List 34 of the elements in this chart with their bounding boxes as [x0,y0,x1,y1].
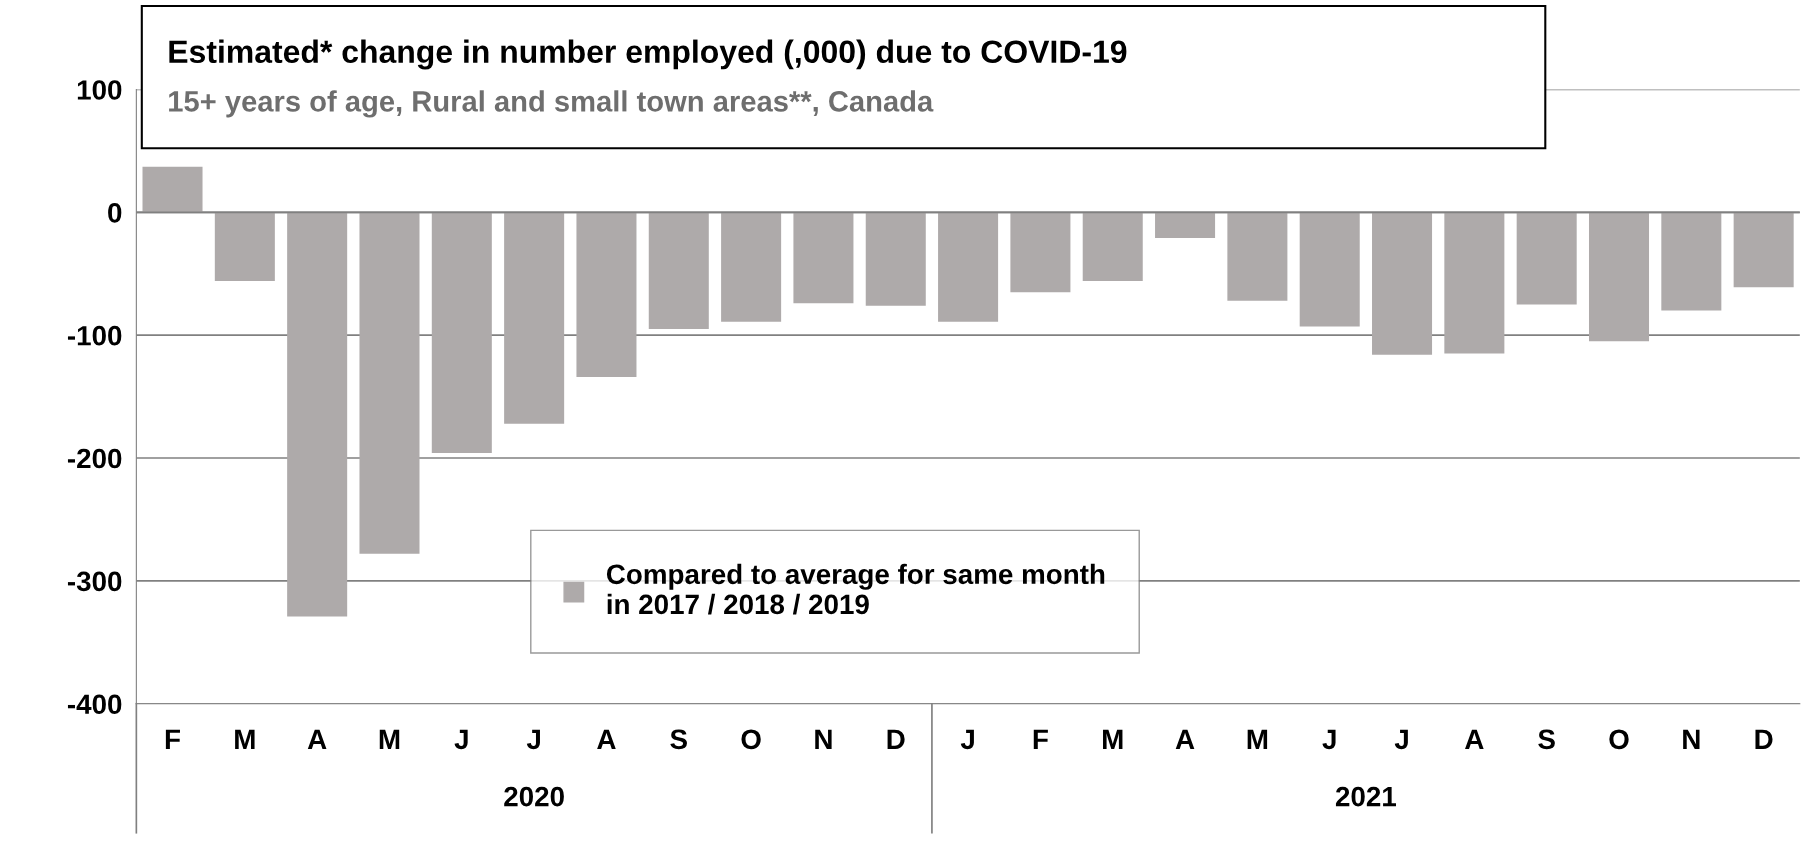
x-tick-label: M [379,729,400,749]
x-tick-label: A [307,729,327,749]
y-tick-label: -300 [67,571,122,592]
x-tick-label: J [1322,729,1336,750]
x-tick-label: J [1394,729,1408,750]
chart-subtitle: 15+ years of age, Rural and small town areas**, Canada [169,90,934,118]
chart-title: Estimated* change in number employed (,000) due to COVID-19 [169,39,1127,70]
x-tick-label: A [597,729,616,749]
text: 2021 [1335,786,1396,807]
x-tick-label: J [526,729,540,750]
x-tick-label: F [165,729,180,749]
y-tick-label: -400 [67,694,122,715]
x-tick-label: S [1538,729,1555,750]
x-tick-label: J [454,729,468,750]
x-tick-label: A [1175,729,1195,749]
x-tick-label: S [670,729,687,750]
y-tick-label: 0 [108,202,122,223]
x-tick-label: N [1683,729,1700,749]
x-tick-label: M [1103,729,1123,749]
x-tick-label: F [1033,729,1048,749]
x-tick-label: O [741,729,761,750]
x-tick-label: O [1609,729,1629,750]
x-tick-label: J [960,729,974,750]
x-tick-label: M [235,729,255,749]
legend-label: Compared to average for same month in 2017 / 2018 / 2019 [606,563,1105,615]
x-tick-label: N [815,729,832,749]
y-tick-label: 100 [77,80,122,100]
x-tick-label: D [887,729,905,749]
x-tick-label: D [1755,729,1773,749]
x-tick-label: M [1247,729,1268,749]
x-tick-label: A [1465,729,1484,749]
y-tick-label: -200 [67,448,122,469]
text: 2020 [504,786,564,807]
y-tick-label: -100 [67,325,122,346]
